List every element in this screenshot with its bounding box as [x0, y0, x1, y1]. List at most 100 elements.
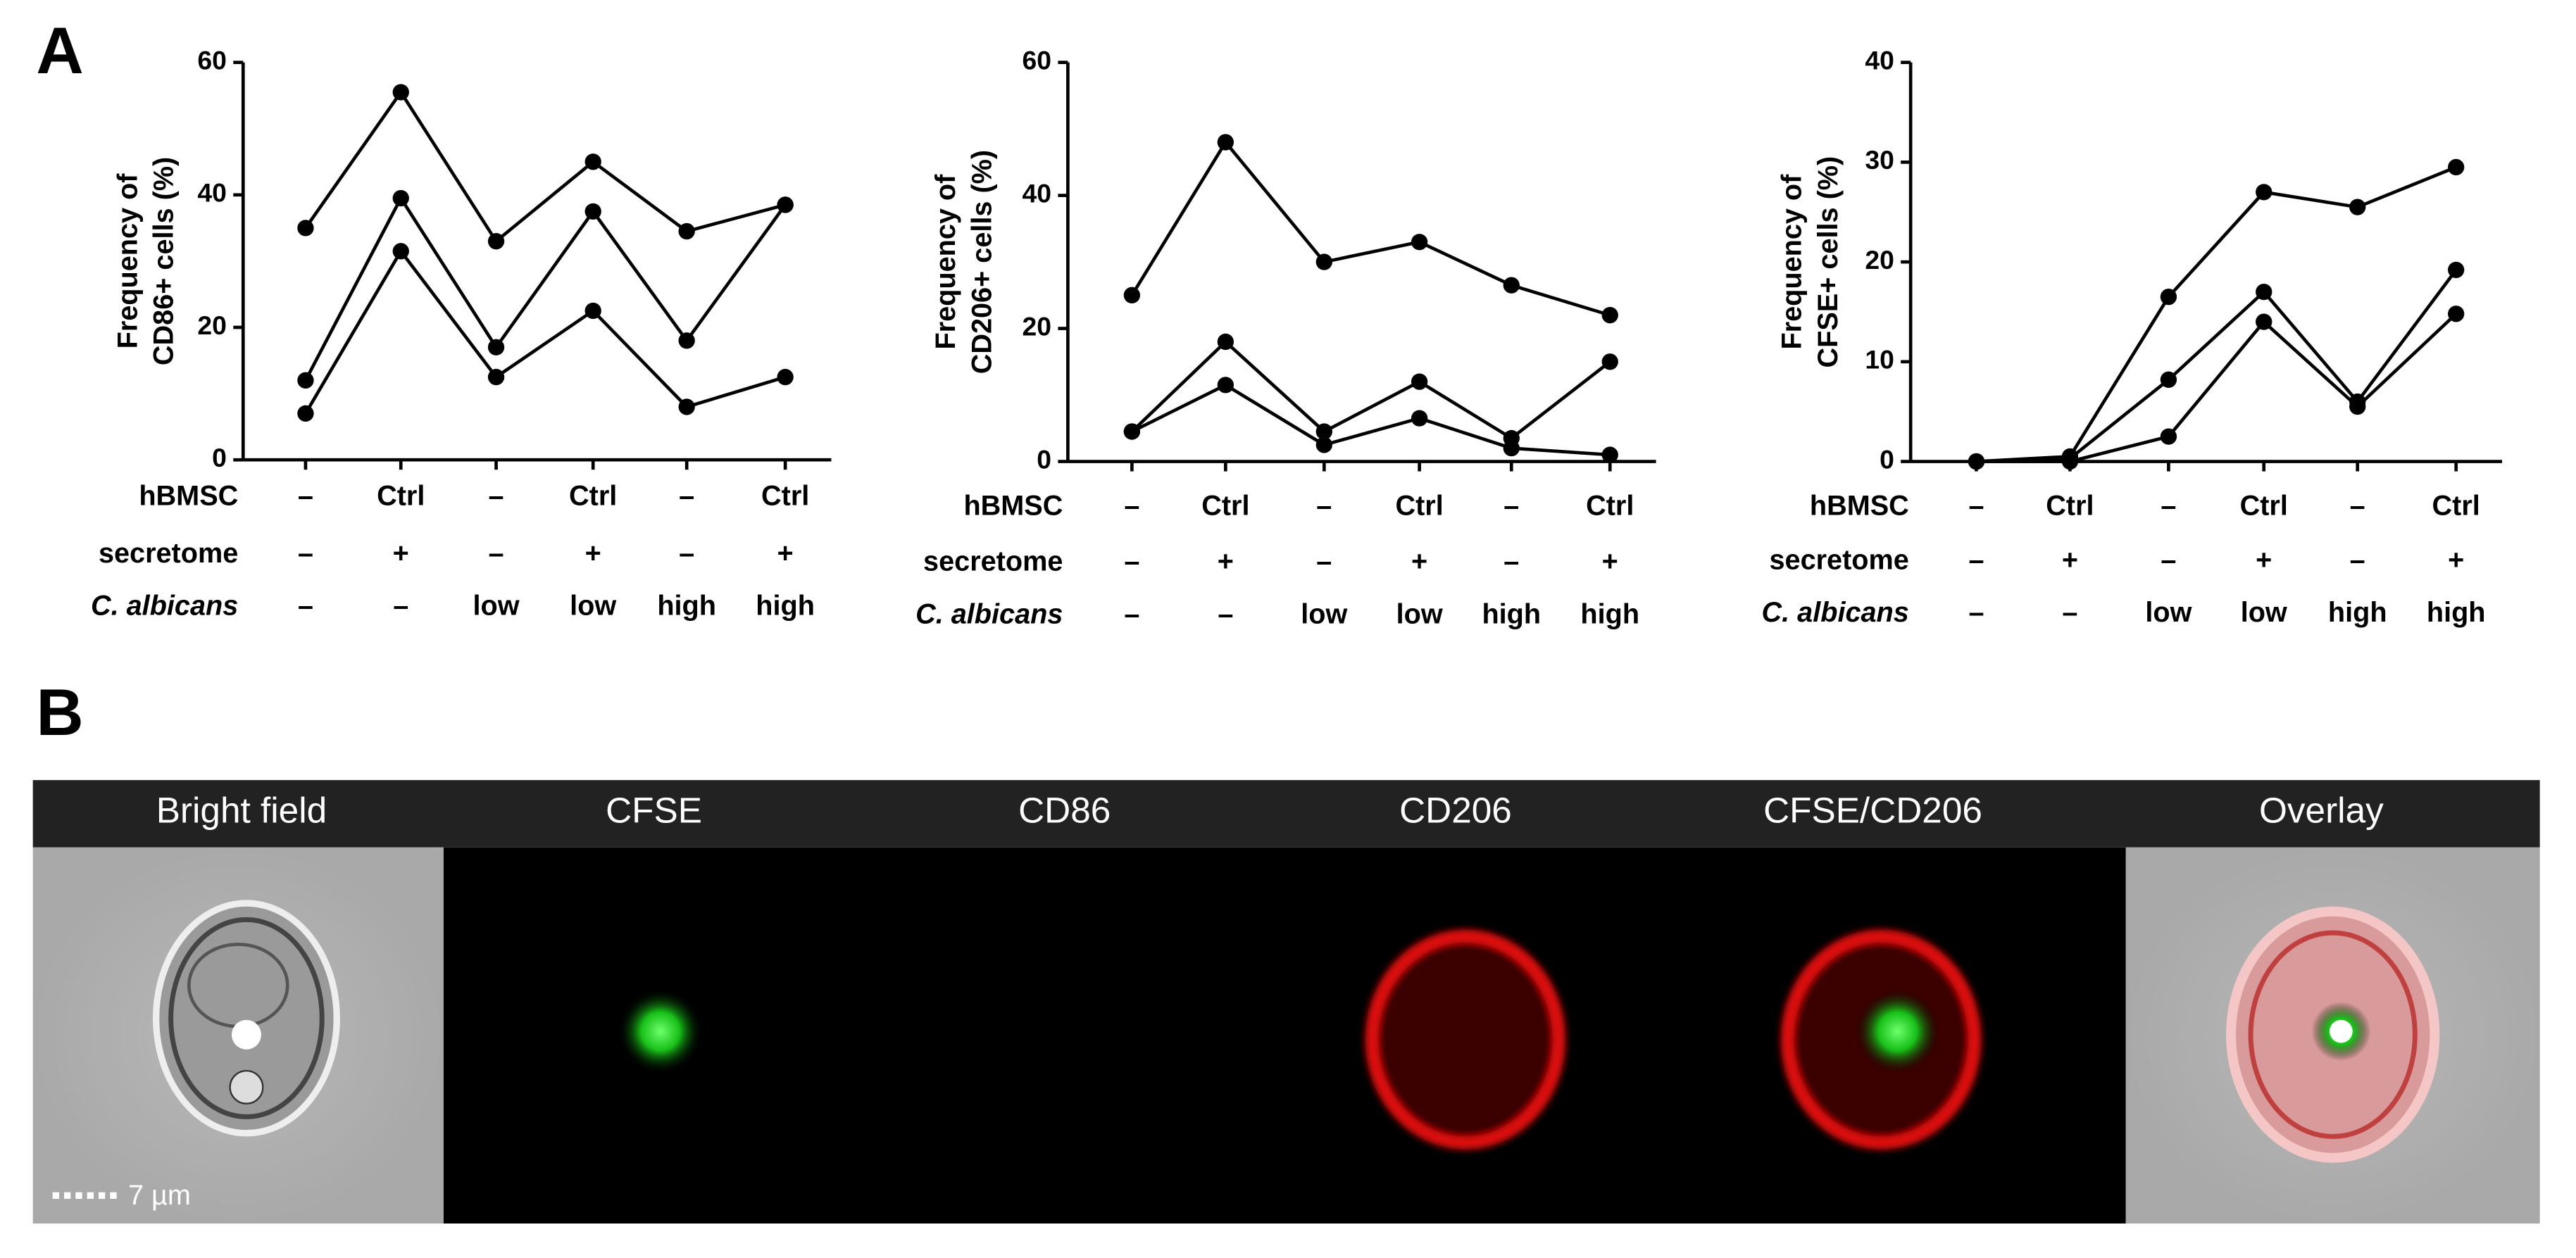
scale-bar-label: 7 µm — [128, 1180, 191, 1211]
cfse-dot — [1854, 988, 1941, 1074]
row-label: secretome — [923, 546, 1063, 577]
x-tick-label: Ctrl — [1395, 490, 1443, 521]
line-chart: 0 20 40 60 Frequency of CD86+ cells (%) hBMSC –… — [91, 46, 832, 622]
x-tick-label: – — [393, 591, 408, 622]
cell — [152, 900, 340, 1137]
y-tick-label: 30 — [1865, 145, 1894, 175]
x-tick-label: – — [489, 480, 504, 511]
image-header: CFSE — [606, 790, 702, 830]
data-point — [2160, 428, 2177, 445]
data-point — [1315, 253, 1332, 270]
y-tick-label: 40 — [197, 178, 227, 208]
y-axis-label: Frequency of CFSE+ cells (%) — [1777, 156, 1844, 368]
image-strip: 7 µm — [32, 780, 2540, 1224]
x-tick-label: – — [679, 480, 694, 511]
data-point — [1217, 377, 1234, 394]
image-header: CD206 — [1399, 790, 1512, 830]
x-tick-label: high — [1482, 598, 1541, 629]
x-tick-label: – — [1124, 546, 1139, 577]
x-tick-label: low — [1301, 598, 1347, 629]
x-tick-label: low — [570, 591, 616, 622]
x-tick-label: – — [2161, 544, 2176, 575]
row-label: secretome — [99, 538, 238, 569]
x-tick-label: – — [1968, 544, 1984, 575]
data-point — [1217, 134, 1234, 151]
series-line — [304, 89, 786, 244]
data-point — [297, 220, 314, 237]
data-point — [2448, 306, 2465, 322]
y-tick-label: 10 — [1865, 345, 1894, 375]
x-tick-label: – — [679, 538, 694, 569]
x-tick-label: – — [2350, 490, 2365, 521]
data-point — [1315, 423, 1332, 440]
data-point — [392, 84, 409, 101]
x-tick-label: high — [2427, 597, 2486, 628]
x-tick-label: low — [2145, 597, 2192, 628]
data-point — [2448, 261, 2465, 279]
series-line — [304, 194, 787, 382]
data-point — [487, 233, 505, 250]
data-point — [777, 196, 794, 213]
x-tick-label: – — [1968, 597, 1984, 628]
x-tick-label: – — [1124, 490, 1139, 521]
row-label: hBMSC — [963, 490, 1063, 521]
overlay-ring — [2248, 930, 2418, 1139]
x-tick-label: – — [298, 480, 313, 511]
data-point — [2349, 398, 2366, 415]
y-tick-label: 60 — [1023, 46, 1052, 75]
x-tick-label: Ctrl — [2432, 490, 2480, 521]
image-header: Bright field — [156, 790, 327, 830]
y-tick-label: 0 — [1037, 444, 1051, 474]
data-point — [1968, 453, 1985, 470]
row-label: hBMSC — [139, 480, 238, 511]
x-tick-label: – — [1968, 490, 1984, 521]
x-tick-label: + — [1218, 546, 1234, 577]
data-point — [2448, 158, 2465, 176]
y-axis-label-line: Frequency of — [931, 174, 962, 350]
data-point — [678, 332, 695, 349]
y-tick-label: 20 — [1865, 245, 1894, 275]
data-point — [678, 398, 695, 415]
line-chart: 0 20 40 60 Frequency of CD206+ cells (%) hBMSC… — [915, 46, 1656, 629]
x-tick-label: Ctrl — [1586, 490, 1634, 521]
series-line — [304, 248, 786, 415]
x-tick-label: + — [2062, 544, 2078, 575]
data-point — [2160, 371, 2177, 388]
data-point — [584, 153, 601, 170]
data-point — [584, 302, 601, 320]
x-tick-label: – — [1218, 598, 1233, 629]
data-point — [487, 368, 505, 386]
panel-label: B — [36, 676, 83, 749]
x-tick-label: – — [1503, 546, 1519, 577]
x-tick-label: high — [2328, 597, 2387, 628]
x-tick-label: Ctrl — [2046, 490, 2094, 521]
data-point — [678, 222, 695, 240]
cfse-dot — [618, 988, 704, 1074]
x-tick-label: – — [1124, 598, 1139, 629]
y-tick-label: 20 — [197, 310, 227, 340]
x-tick-label: – — [1503, 490, 1519, 521]
x-tick-label: Ctrl — [761, 480, 809, 511]
data-point — [1601, 446, 1618, 463]
x-tick-label: high — [657, 591, 716, 622]
x-tick-label: high — [1580, 598, 1639, 629]
y-tick-label: 40 — [1023, 178, 1052, 208]
series-line — [1130, 139, 1611, 317]
y-tick-label: 20 — [1023, 311, 1052, 341]
y-axis-label-line: CD206+ cells (%) — [967, 150, 998, 374]
y-axis-label: Frequency of CD86+ cells (%) — [113, 157, 180, 365]
data-point — [1601, 307, 1618, 324]
row-label: hBMSC — [1810, 490, 1909, 521]
data-point — [297, 372, 314, 389]
cd206-ring — [1365, 929, 1566, 1150]
image-header: CD86 — [1018, 790, 1111, 830]
header-bar — [32, 780, 2540, 848]
x-tick-label: + — [2448, 544, 2464, 575]
y-axis-label-line: CFSE+ cells (%) — [1813, 156, 1844, 368]
data-point — [1411, 234, 1428, 251]
data-point — [1123, 287, 1141, 304]
y-axis-label-line: Frequency of — [1777, 174, 1808, 350]
series-line — [1131, 383, 1611, 457]
data-point — [1123, 423, 1141, 440]
data-point — [2349, 199, 2366, 215]
